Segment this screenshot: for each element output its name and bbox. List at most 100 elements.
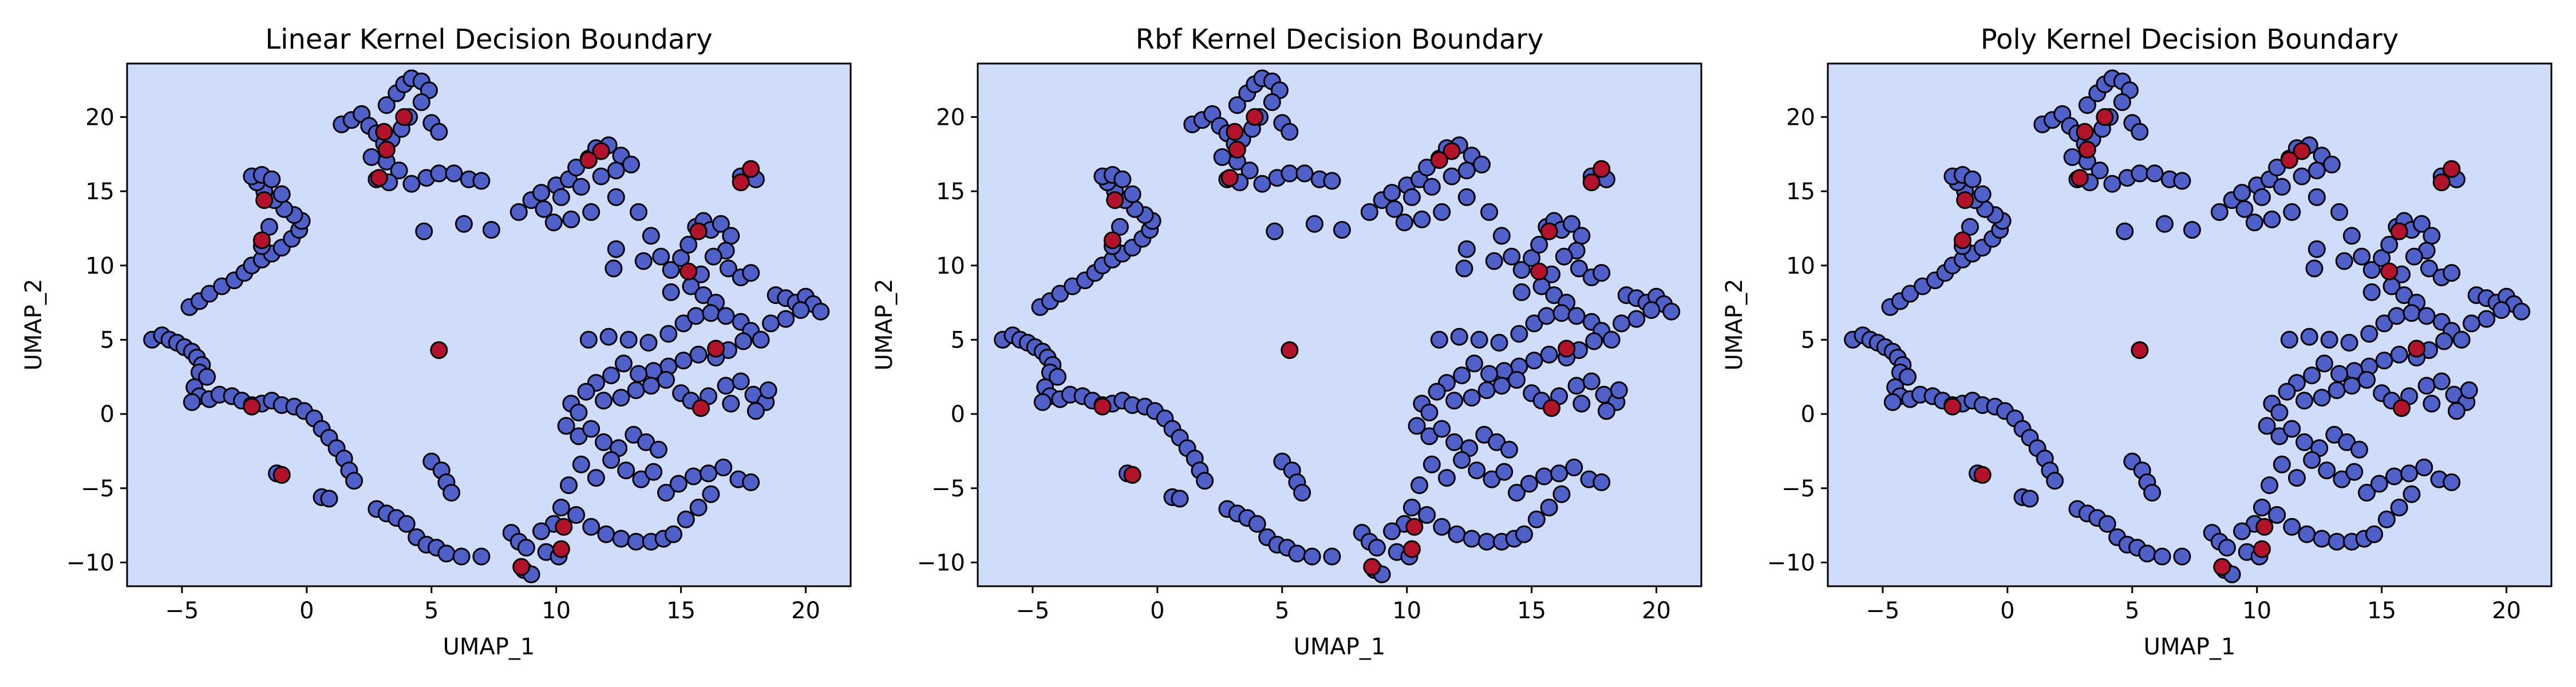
minority-point <box>1220 169 1239 187</box>
majority-point <box>2390 345 2408 364</box>
x-tick-label: 5 <box>424 598 438 624</box>
majority-point <box>2293 167 2311 185</box>
minority-point <box>692 399 710 417</box>
majority-point <box>1512 283 1531 301</box>
majority-point <box>1248 515 1266 533</box>
majority-point <box>1430 330 1448 349</box>
axes-frame <box>977 62 1702 587</box>
majority-point <box>1610 381 1628 400</box>
x-tick-label: −5 <box>165 598 199 624</box>
majority-point <box>1445 392 1463 410</box>
majority-point <box>198 368 216 386</box>
scatter-points <box>1844 69 2531 583</box>
majority-point <box>2308 240 2326 258</box>
minority-point <box>2390 222 2408 240</box>
majority-point <box>2258 417 2276 435</box>
majority-point <box>1552 304 1571 322</box>
majority-point <box>2283 420 2301 438</box>
majority-point <box>1503 247 1521 266</box>
minority-point <box>377 140 396 159</box>
majority-point <box>2021 489 2039 508</box>
majority-point <box>1293 484 1311 502</box>
majority-point <box>1433 518 1451 536</box>
y-tick-label: 20 <box>1786 104 1815 131</box>
y-tick-label: 0 <box>1801 401 1815 428</box>
majority-point <box>1593 264 1611 282</box>
scatter-points <box>143 69 830 583</box>
majority-point <box>595 433 613 451</box>
majority-point <box>572 177 590 196</box>
majority-point <box>712 215 730 233</box>
majority-point <box>1485 252 1503 270</box>
y-tick-label: 5 <box>1801 327 1815 353</box>
majority-point <box>1213 148 1231 166</box>
minority-point <box>552 540 570 558</box>
minority-point <box>732 173 750 191</box>
majority-point <box>2315 354 2333 373</box>
majority-point <box>1585 332 1603 350</box>
minority-point <box>1953 231 1971 250</box>
y-tick-label: −5 <box>1781 476 1815 502</box>
majority-point <box>2452 330 2471 349</box>
majority-point <box>2131 123 2149 141</box>
majority-point <box>1266 222 1284 240</box>
majority-point <box>2447 402 2466 420</box>
majority-point <box>1899 368 1917 386</box>
minority-point <box>742 160 760 178</box>
majority-point <box>2138 544 2156 563</box>
majority-point <box>1303 547 1321 566</box>
majority-point <box>2375 352 2393 370</box>
minority-point <box>1543 399 1560 417</box>
majority-point <box>2365 525 2383 543</box>
majority-point <box>2415 459 2433 476</box>
minority-point <box>2408 339 2426 358</box>
majority-point <box>1477 532 1496 551</box>
minority-point <box>1593 160 1611 178</box>
subplot-rbf: −5 0 5 10 15 20 −10 −5 0 5 10 15 20 Rbf Kernel Decis… <box>871 23 1702 660</box>
minority-point <box>1402 540 1421 558</box>
minority-point <box>2432 173 2451 191</box>
majority-point <box>662 283 680 301</box>
majority-point <box>2245 214 2263 231</box>
majority-point <box>1360 203 1378 221</box>
majority-point <box>722 227 740 245</box>
majority-point <box>1527 510 1546 528</box>
scatter-points <box>994 69 1681 583</box>
majority-point <box>2350 440 2368 459</box>
minority-point <box>512 558 531 576</box>
majority-point <box>2308 188 2326 206</box>
majority-point <box>607 161 625 180</box>
subplot-linear: −5 0 5 10 15 20 −10 −5 0 5 10 15 20 Linear Kernel De… <box>21 23 852 660</box>
minority-point <box>2280 151 2298 169</box>
majority-point <box>397 515 416 533</box>
y-tick-label: −5 <box>931 476 965 502</box>
majority-point <box>1540 345 1558 364</box>
majority-point <box>2358 484 2376 502</box>
majority-point <box>2342 377 2361 395</box>
y-tick-label: 10 <box>1786 253 1815 279</box>
majority-point <box>1463 389 1481 407</box>
majority-point <box>2253 188 2271 206</box>
x-tick-label: −5 <box>1866 598 1899 624</box>
majority-point <box>2273 177 2291 196</box>
y-tick-label: 15 <box>936 179 965 205</box>
decision-region <box>127 64 851 586</box>
majority-point <box>1973 185 1992 203</box>
minority-point <box>2293 142 2311 160</box>
axis-ticks: −5 0 5 10 15 20 −10 −5 0 5 10 15 20 <box>1767 104 2521 624</box>
majority-point <box>657 371 675 389</box>
majority-point <box>582 203 600 221</box>
subplot-poly: −5 0 5 10 15 20 −10 −5 0 5 10 15 20 Poly Kernel Deci… <box>1721 23 2553 660</box>
majority-point <box>430 123 448 141</box>
majority-point <box>717 307 735 325</box>
majority-point <box>2330 203 2348 221</box>
majority-point <box>684 467 702 485</box>
majority-point <box>452 547 471 566</box>
chart-title: Rbf Kernel Decision Boundary <box>1136 23 1544 56</box>
majority-point <box>2342 227 2361 245</box>
majority-point <box>1582 372 1601 390</box>
majority-point <box>1613 314 1630 333</box>
majority-point <box>2380 235 2399 254</box>
majority-point <box>634 252 653 270</box>
minority-point <box>2096 108 2114 126</box>
